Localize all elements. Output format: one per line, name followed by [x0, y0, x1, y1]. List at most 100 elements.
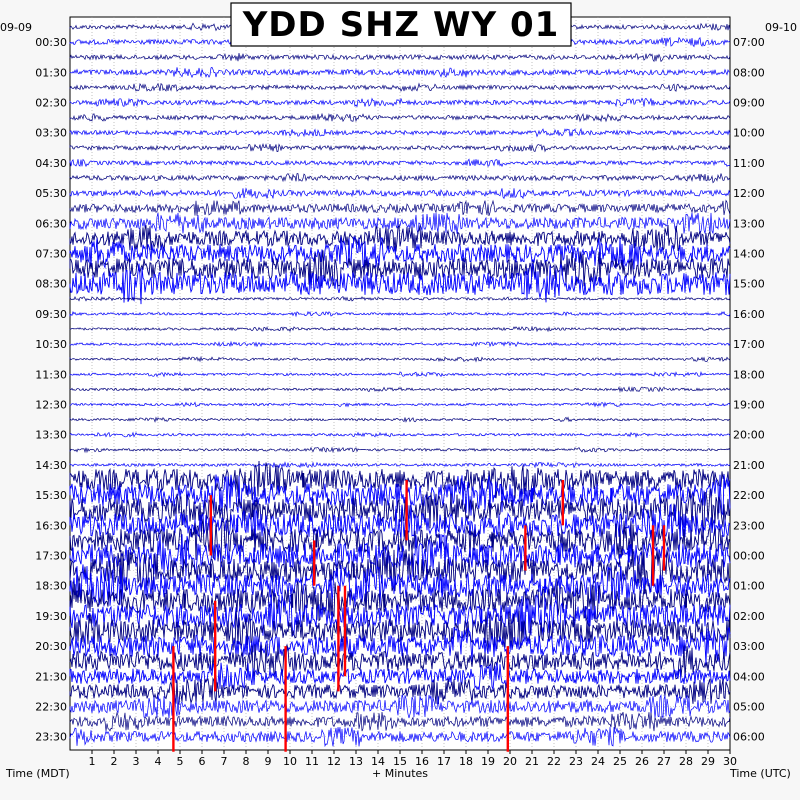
x-tick-label: 24 [591, 755, 605, 768]
left-tick-label: 22:30 [35, 701, 67, 714]
seismic-trace [69, 677, 731, 705]
x-tick-label: 20 [503, 755, 517, 768]
seismic-trace [69, 431, 731, 439]
x-tick-label: 13 [349, 755, 363, 768]
seismic-trace [69, 386, 731, 393]
left-tick-label: 14:30 [35, 459, 67, 472]
right-tick-label: 11:00 [733, 157, 765, 170]
seismic-trace [69, 594, 731, 638]
seismic-trace [69, 726, 731, 748]
right-tick-label: 18:00 [733, 368, 765, 381]
y-axis-label-left: Time (MDT) [5, 767, 70, 780]
seismic-trace [69, 325, 731, 333]
left-tick-label: 06:30 [35, 217, 67, 230]
right-tick-label: 21:00 [733, 459, 765, 472]
left-date-label: 09-09 [0, 21, 32, 34]
x-tick-label: 26 [635, 755, 649, 768]
seismic-trace [69, 142, 731, 153]
x-tick-label: 22 [547, 755, 561, 768]
left-tick-label: 07:30 [35, 248, 67, 261]
x-tick-label: 8 [243, 755, 250, 768]
seismic-trace [69, 340, 731, 348]
seismic-trace [69, 694, 731, 719]
seismic-trace [69, 503, 731, 547]
left-tick-label: 01:30 [35, 66, 67, 79]
right-tick-label: 05:00 [733, 701, 765, 714]
left-tick-label: 21:30 [35, 670, 67, 683]
seismic-trace [69, 610, 731, 651]
right-tick-label: 02:00 [733, 610, 765, 623]
x-tick-label: 10 [283, 755, 297, 768]
x-tick-label: 9 [265, 755, 272, 768]
x-tick-label: 29 [701, 755, 715, 768]
x-tick-label: 3 [133, 755, 140, 768]
seismic-trace [69, 711, 731, 732]
seismic-trace [69, 250, 731, 287]
clipped-events [172, 480, 666, 752]
seismic-trace [69, 416, 731, 423]
seismic-trace [69, 53, 731, 63]
left-tick-label: 15:30 [35, 489, 67, 502]
seismic-trace [69, 310, 731, 318]
right-tick-label: 03:00 [733, 640, 765, 653]
right-tick-label: 06:00 [733, 731, 765, 744]
left-tick-label: 18:30 [35, 580, 67, 593]
x-tick-label: 6 [199, 755, 206, 768]
seismic-trace [69, 199, 731, 216]
x-tick-label: 11 [305, 755, 319, 768]
x-tick-label: 4 [155, 755, 162, 768]
left-ticks: 00:30 01:30 02:30 03:30 04:30 05:30 06:30 07:30… [35, 36, 67, 744]
right-tick-label: 10:00 [733, 127, 765, 140]
seismic-trace [69, 127, 731, 138]
seismic-trace [69, 446, 731, 454]
left-tick-label: 10:30 [35, 338, 67, 351]
left-tick-label: 09:30 [35, 308, 67, 321]
x-tick-label: 28 [679, 755, 693, 768]
x-tick-label: 16 [415, 755, 429, 768]
seismic-trace [69, 370, 731, 378]
seismic-trace [69, 295, 731, 302]
seismic-trace [69, 474, 731, 517]
right-tick-label: 13:00 [733, 217, 765, 230]
left-tick-label: 08:30 [35, 278, 67, 291]
left-tick-label: 17:30 [35, 550, 67, 563]
seismic-trace [69, 488, 731, 532]
right-tick-label: 09:00 [733, 97, 765, 110]
x-tick-label: 12 [327, 755, 341, 768]
x-tick-label: 14 [371, 755, 385, 768]
left-tick-label: 02:30 [35, 97, 67, 110]
left-tick-label: 16:30 [35, 519, 67, 532]
left-tick-label: 13:30 [35, 429, 67, 442]
seismic-trace [69, 533, 731, 577]
right-tick-label: 12:00 [733, 187, 765, 200]
y-axis-label-right: Time (UTC) [729, 767, 791, 780]
seismic-trace [69, 643, 731, 680]
left-tick-label: 00:30 [35, 36, 67, 49]
right-tick-label: 16:00 [733, 308, 765, 321]
x-tick-label: 7 [221, 755, 228, 768]
seismic-trace [69, 662, 731, 691]
right-tick-label: 19:00 [733, 399, 765, 412]
x-tick-label: 21 [525, 755, 539, 768]
chart-title: YDD SHZ WY 01 [242, 5, 560, 45]
left-tick-label: 05:30 [35, 187, 67, 200]
right-tick-label: 22:00 [733, 489, 765, 502]
x-tick-label: 2 [111, 755, 118, 768]
x-tick-label: 15 [393, 755, 407, 768]
x-tick-label: 18 [459, 755, 473, 768]
seismic-trace [69, 627, 731, 665]
seismic-trace [69, 187, 731, 200]
right-ticks: 07:00 08:00 09:00 10:00 11:00 12:00 13:00 14:00… [733, 36, 765, 744]
right-tick-label: 04:00 [733, 670, 765, 683]
right-tick-label: 23:00 [733, 519, 765, 532]
right-tick-label: 14:00 [733, 248, 765, 261]
left-tick-label: 20:30 [35, 640, 67, 653]
seismic-trace [69, 461, 731, 469]
right-tick-label: 15:00 [733, 278, 765, 291]
left-tick-label: 12:30 [35, 399, 67, 412]
x-tick-label: 17 [437, 755, 451, 768]
right-tick-label: 20:00 [733, 429, 765, 442]
left-tick-label: 04:30 [35, 157, 67, 170]
left-tick-label: 03:30 [35, 127, 67, 140]
seismic-trace [69, 173, 731, 184]
